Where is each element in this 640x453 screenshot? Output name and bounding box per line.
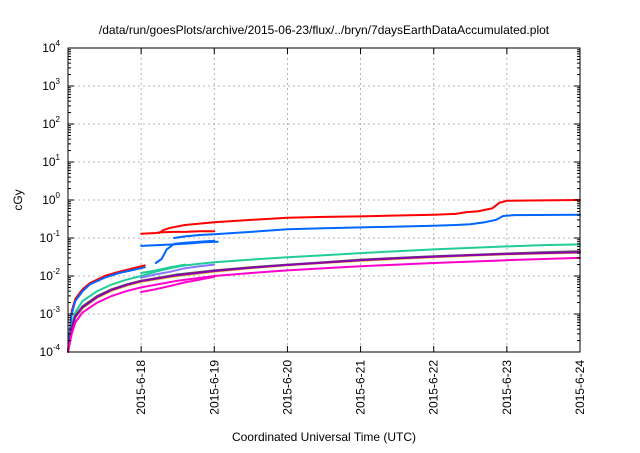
series-line-7	[173, 213, 581, 239]
series-line-9	[140, 263, 186, 274]
y-tick-label: 10-4	[40, 343, 61, 359]
x-tick-label: 2015-6-21	[354, 360, 368, 415]
y-tick-label: 101	[42, 153, 60, 169]
series-line-3	[158, 199, 581, 234]
series-group	[67, 199, 581, 353]
axis-ticks	[68, 47, 581, 353]
series-line-14	[67, 256, 581, 353]
y-tick-label: 10-3	[40, 305, 61, 321]
y-tick-label: 10-1	[40, 229, 61, 245]
series-line-2	[140, 230, 216, 235]
chart-title: /data/run/goesPlots/archive/2015-06-23/f…	[99, 23, 550, 37]
x-tick-label: 2015-6-23	[500, 360, 514, 415]
y-tick-label: 10-2	[40, 267, 61, 283]
x-tick-label: 2015-6-24	[573, 360, 587, 415]
series-line-10	[140, 263, 216, 279]
series-line-13	[67, 251, 581, 353]
x-axis-label: Coordinated Universal Time (UTC)	[232, 430, 416, 444]
x-tick-labels: 2015-6-18 2015-6-19 2015-6-20 2015-6-21 2015…	[134, 360, 587, 415]
y-tick-label: 104	[42, 39, 60, 55]
x-tick-label: 2015-6-19	[207, 360, 221, 415]
y-tick-label: 100	[42, 191, 60, 207]
series-line-8	[67, 243, 581, 353]
series-line-15	[140, 275, 216, 293]
x-tick-label: 2015-6-20	[280, 360, 294, 415]
y-tick-label: 102	[42, 115, 60, 131]
grid-lines	[68, 48, 580, 352]
x-tick-label: 2015-6-18	[134, 360, 148, 415]
x-tick-label: 2015-6-22	[427, 360, 441, 415]
y-tick-labels: 10-4 10-3 10-2 10-1 100 101 102 103 104	[40, 39, 61, 359]
series-line-4	[67, 266, 146, 353]
y-axis-label: cGy	[11, 189, 25, 210]
series-line-6	[154, 239, 216, 264]
y-tick-label: 103	[42, 77, 60, 93]
